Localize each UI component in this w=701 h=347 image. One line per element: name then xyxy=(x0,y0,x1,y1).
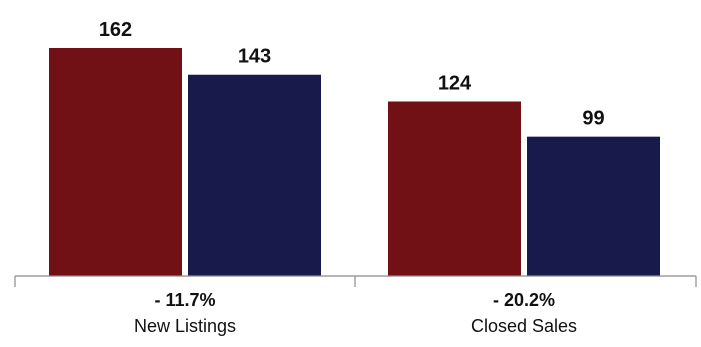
value-label-cat0-series1: 143 xyxy=(238,46,271,68)
category-change-label: - 11.7% xyxy=(154,290,215,310)
bar-cat0-series0 xyxy=(49,48,182,276)
x-axis-ticks xyxy=(14,276,697,287)
bar-cat1-series1 xyxy=(527,136,660,276)
category-change-label: - 20.2% xyxy=(493,290,555,310)
category-name-label: New Listings xyxy=(134,316,236,336)
category-name-label: Closed Sales xyxy=(471,316,577,336)
value-label-cat1-series1: 99 xyxy=(582,108,604,130)
value-labels-layer: 162 143 124 99 xyxy=(99,19,605,130)
value-label-cat0-series0: 162 xyxy=(99,19,132,41)
category-labels-layer: - 11.7% New Listings - 20.2% Closed Sales xyxy=(134,290,577,336)
bar-cat1-series0 xyxy=(388,101,521,277)
bars-layer xyxy=(49,48,660,277)
bar-cat0-series1 xyxy=(188,74,321,276)
value-label-cat1-series0: 124 xyxy=(438,72,472,94)
